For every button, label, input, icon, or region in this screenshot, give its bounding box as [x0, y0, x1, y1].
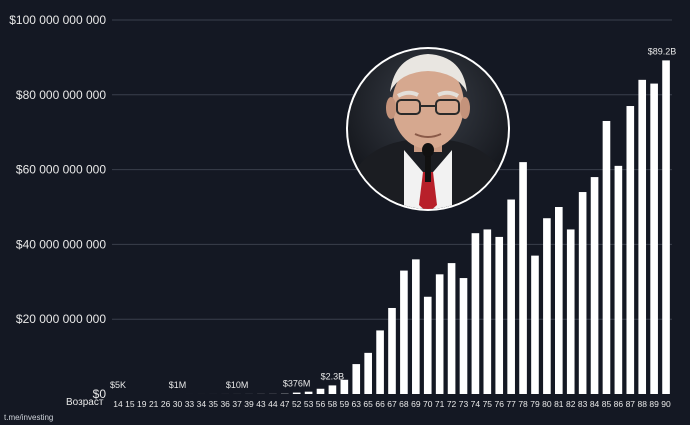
x-tick-label: 19 [137, 399, 147, 409]
bar [352, 364, 361, 394]
x-tick-label: 43 [256, 399, 266, 409]
x-tick-label: 89 [649, 399, 659, 409]
x-tick-label: 37 [232, 399, 242, 409]
x-tick-label: 30 [173, 399, 183, 409]
x-tick-label: 72 [447, 399, 457, 409]
x-tick-label: 63 [352, 399, 362, 409]
x-tick-label: 70 [423, 399, 433, 409]
bar [471, 233, 480, 394]
x-tick-label: 21 [149, 399, 159, 409]
x-tick-label: 35 [209, 399, 219, 409]
data-label: $89.2B [648, 46, 677, 56]
x-tick-label: 14 [113, 399, 123, 409]
y-tick-label: $40 000 000 000 [16, 237, 106, 251]
x-tick-label: 67 [387, 399, 397, 409]
x-tick-label: 83 [578, 399, 588, 409]
bar [328, 385, 337, 394]
x-tick-label: 56 [316, 399, 326, 409]
x-tick-label: 85 [602, 399, 612, 409]
x-tick-label: 71 [435, 399, 445, 409]
x-tick-label: 76 [494, 399, 504, 409]
data-label: $10M [226, 380, 249, 390]
y-tick-label: $20 000 000 000 [16, 312, 106, 326]
x-tick-label: 66 [375, 399, 385, 409]
data-label: $1M [169, 380, 187, 390]
bar [602, 120, 611, 394]
x-tick-label: 53 [304, 399, 314, 409]
x-tick-label: 77 [506, 399, 516, 409]
x-tick-label: 65 [363, 399, 373, 409]
bar [412, 259, 420, 394]
x-tick-label: 58 [328, 399, 338, 409]
bar [435, 274, 444, 394]
bar [638, 79, 647, 394]
x-tick-label: 36 [220, 399, 230, 409]
data-label: $376M [283, 379, 311, 389]
portrait-photo [346, 47, 510, 211]
bar [376, 330, 384, 394]
x-tick-label: 52 [292, 399, 302, 409]
x-tick-label: 69 [411, 399, 421, 409]
bar [292, 392, 301, 394]
data-label: $2.3B [321, 371, 345, 381]
y-tick-label: $100 000 000 000 [9, 13, 106, 27]
x-tick-label: 82 [566, 399, 576, 409]
x-tick-label: 74 [471, 399, 481, 409]
x-tick-label: 79 [530, 399, 540, 409]
x-tick-label: 87 [626, 399, 636, 409]
bar [400, 270, 408, 394]
y-tick-label: $80 000 000 000 [16, 88, 106, 102]
x-tick-label: 73 [459, 399, 469, 409]
bar [519, 162, 527, 394]
x-tick-label: 78 [518, 399, 528, 409]
x-tick-label: 44 [268, 399, 278, 409]
data-label: $5K [110, 380, 126, 390]
x-tick-label: 80 [542, 399, 552, 409]
bar [483, 229, 492, 394]
x-tick-label: 90 [661, 399, 671, 409]
bar [340, 379, 349, 394]
bar [578, 192, 587, 394]
bar [650, 83, 658, 394]
bar [495, 236, 504, 394]
x-tick-label: 84 [590, 399, 600, 409]
bar [543, 218, 551, 394]
bar [554, 207, 563, 394]
bar [423, 296, 432, 394]
x-tick-label: 86 [614, 399, 624, 409]
x-tick-label: 47 [280, 399, 290, 409]
x-axis-label: Возраст [66, 397, 104, 408]
x-tick-label: 26 [161, 399, 171, 409]
bar [507, 199, 515, 394]
bar [447, 263, 456, 394]
bar [316, 388, 325, 394]
watermark: t.me/investing [4, 413, 53, 422]
x-tick-label: 81 [554, 399, 564, 409]
x-tick-label: 75 [483, 399, 493, 409]
bar [364, 352, 372, 394]
bar [662, 60, 670, 394]
x-tick-label: 68 [399, 399, 409, 409]
x-tick-label: 15 [125, 399, 135, 409]
bar [459, 278, 468, 394]
bar [566, 229, 575, 394]
y-tick-label: $60 000 000 000 [16, 163, 106, 177]
x-tick-label: 34 [197, 399, 207, 409]
bar [626, 106, 635, 395]
x-tick-label: 59 [340, 399, 350, 409]
x-tick-label: 33 [185, 399, 195, 409]
bar [388, 307, 396, 394]
bar [304, 391, 313, 394]
bar [531, 255, 539, 394]
bar [590, 177, 599, 394]
x-tick-label: 88 [637, 399, 647, 409]
x-tick-label: 39 [244, 399, 254, 409]
y-tick-label: $0 [93, 387, 107, 401]
bar [614, 165, 623, 394]
